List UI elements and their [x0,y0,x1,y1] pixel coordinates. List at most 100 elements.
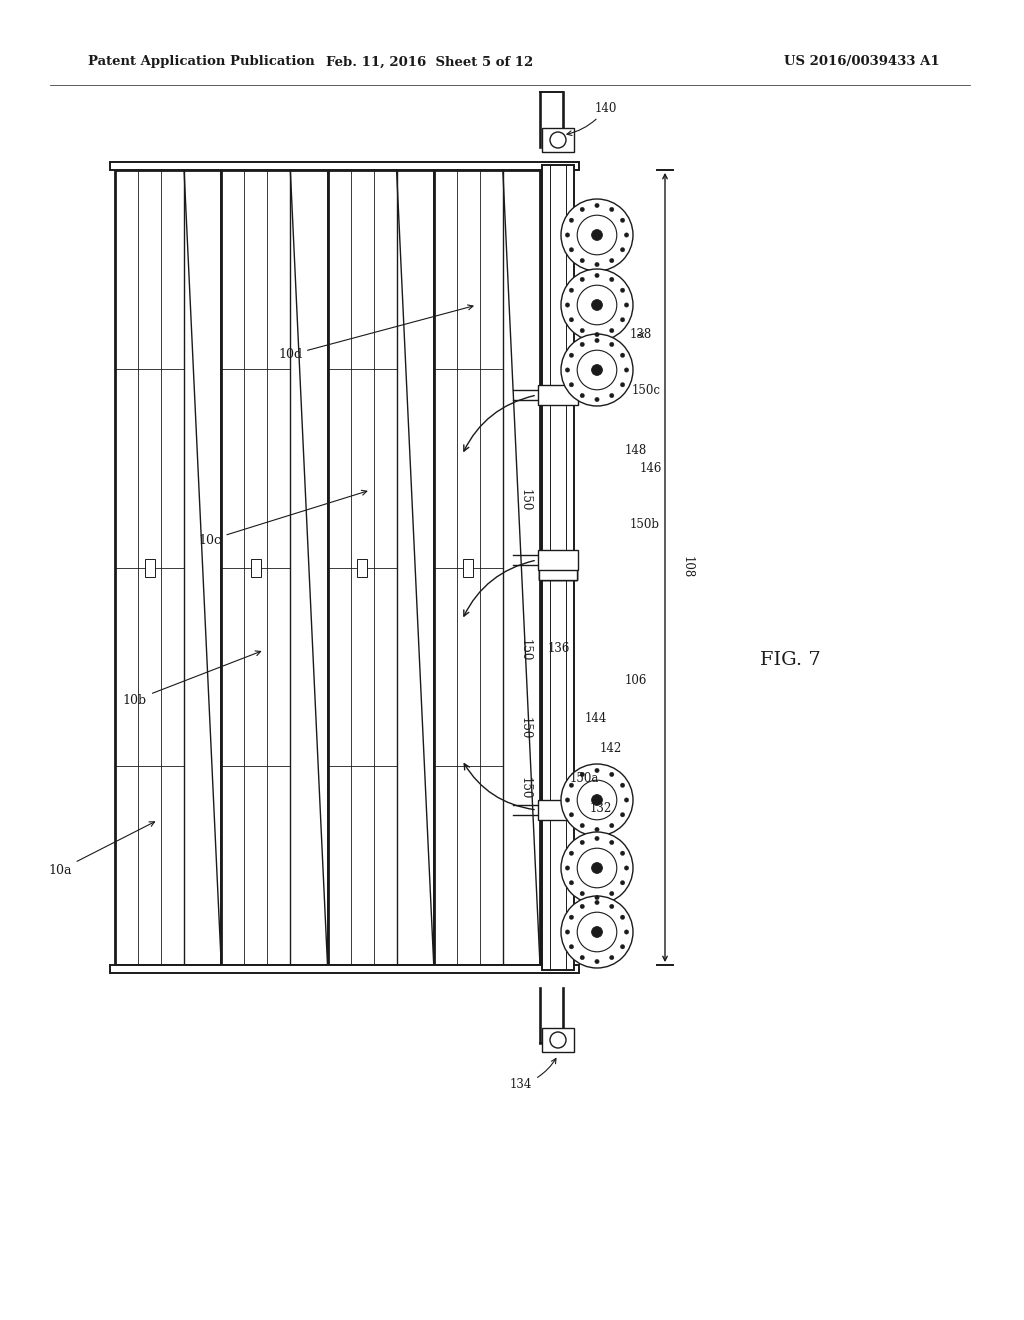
Text: Feb. 11, 2016  Sheet 5 of 12: Feb. 11, 2016 Sheet 5 of 12 [327,55,534,69]
Circle shape [561,764,633,836]
Bar [115,170,221,965]
Circle shape [609,841,614,845]
Circle shape [580,329,585,333]
Bar [542,165,574,970]
Circle shape [578,350,616,389]
Bar [542,1028,574,1052]
Bar [110,965,579,973]
Circle shape [621,915,625,920]
Circle shape [621,318,625,322]
Circle shape [592,300,602,310]
Text: 150: 150 [519,776,532,799]
Circle shape [565,866,569,870]
Circle shape [595,895,599,900]
Circle shape [592,364,602,375]
Circle shape [621,288,625,293]
Bar [110,162,579,170]
Circle shape [609,904,614,908]
Circle shape [561,832,633,904]
Bar [539,556,577,579]
Circle shape [609,329,614,333]
Circle shape [569,945,573,949]
Text: 134: 134 [510,1059,556,1092]
Circle shape [625,866,629,870]
Text: 108: 108 [681,556,693,578]
Bar [538,385,578,405]
Circle shape [565,797,569,803]
Circle shape [561,334,633,407]
Circle shape [569,218,573,222]
Circle shape [580,393,585,397]
Bar [538,800,578,820]
Circle shape [578,912,616,952]
Circle shape [595,263,599,267]
Bar [539,556,577,579]
Circle shape [580,841,585,845]
Text: 10b: 10b [123,651,261,706]
Text: 148: 148 [625,444,647,457]
Bar [144,558,155,577]
Circle shape [569,383,573,387]
Text: 150: 150 [519,717,532,739]
Circle shape [580,207,585,211]
Circle shape [625,368,629,372]
Circle shape [621,248,625,252]
Circle shape [565,302,569,308]
Circle shape [595,900,599,904]
Circle shape [595,837,599,841]
Text: 150: 150 [519,639,532,661]
Circle shape [569,880,573,884]
Text: US 2016/0039433 A1: US 2016/0039433 A1 [784,55,940,69]
Circle shape [565,368,569,372]
Text: 150b: 150b [630,519,660,532]
Circle shape [609,956,614,960]
Circle shape [580,891,585,896]
Circle shape [595,960,599,964]
Circle shape [565,929,569,935]
Text: 150: 150 [519,488,532,511]
Circle shape [595,338,599,343]
Circle shape [580,956,585,960]
Circle shape [592,927,602,937]
Circle shape [569,915,573,920]
Text: 10c: 10c [199,490,367,546]
Text: FIG. 7: FIG. 7 [760,651,820,669]
Circle shape [621,218,625,222]
Text: 150c: 150c [632,384,662,396]
Circle shape [569,813,573,817]
Circle shape [550,132,566,148]
Circle shape [580,772,585,776]
Bar [221,170,328,965]
Bar [251,558,261,577]
Circle shape [625,929,629,935]
Circle shape [580,904,585,908]
Circle shape [609,277,614,281]
Circle shape [580,342,585,347]
Text: 146: 146 [640,462,663,474]
Bar [539,556,577,579]
Circle shape [621,851,625,855]
Circle shape [592,230,602,240]
Circle shape [621,783,625,788]
Text: 10a: 10a [48,822,155,876]
Circle shape [578,780,616,820]
Circle shape [595,397,599,401]
Bar [357,558,367,577]
Text: 144: 144 [585,711,607,725]
Text: 150a: 150a [570,771,599,784]
Text: Patent Application Publication: Patent Application Publication [88,55,314,69]
Text: 10d: 10d [278,305,473,362]
Circle shape [569,248,573,252]
Text: 138: 138 [630,329,652,342]
Circle shape [565,232,569,238]
Bar [542,128,574,152]
Circle shape [609,342,614,347]
Circle shape [609,824,614,828]
Circle shape [625,232,629,238]
Circle shape [561,269,633,341]
Circle shape [595,768,599,772]
Circle shape [621,813,625,817]
Bar [463,558,473,577]
Circle shape [569,783,573,788]
Circle shape [595,333,599,337]
